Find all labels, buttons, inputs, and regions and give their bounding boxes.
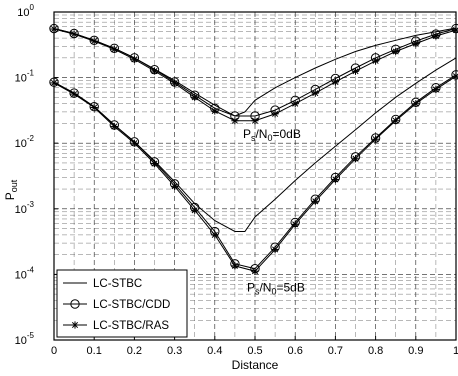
ras-marker	[231, 262, 239, 270]
ras-marker	[432, 32, 440, 40]
ras-marker	[171, 79, 179, 87]
ras-marker	[291, 220, 299, 228]
legend-entry: LC-STBC/CDD	[63, 299, 170, 311]
ras-marker	[130, 55, 138, 63]
x-tick-label: 0.1	[87, 345, 102, 357]
annotations: Ps/N0=0dB Ps/N0=5dB	[243, 127, 305, 296]
y-tick-label: 10-5	[15, 331, 35, 347]
x-tick-label: 0	[51, 345, 57, 357]
ras-marker	[150, 159, 159, 168]
y-axis-label: Pout	[3, 179, 19, 200]
ras-marker	[331, 78, 339, 86]
series-line	[53, 28, 457, 117]
ras-marker	[90, 37, 98, 45]
cdd-marker	[70, 299, 80, 309]
ras-marker	[412, 39, 420, 48]
series-ras-5dB	[50, 72, 458, 275]
y-tick-label: 10-4	[15, 265, 35, 281]
ras-marker	[432, 85, 440, 94]
legend-label: LC-STBC/CDD	[93, 299, 170, 311]
ras-marker	[251, 117, 259, 125]
x-axis-label: Distance	[232, 358, 279, 372]
ras-marker	[311, 89, 319, 97]
series-layer	[49, 23, 458, 275]
ras-marker	[211, 231, 219, 239]
ras-marker	[150, 67, 159, 75]
ras-marker	[110, 122, 118, 131]
ras-marker	[392, 47, 400, 56]
snr-annotation-0dB: Ps/N0=0dB	[243, 127, 301, 143]
y-tick-label: 100	[17, 3, 34, 19]
ras-marker	[90, 103, 98, 112]
ras-marker	[331, 175, 339, 184]
legend-entry: LC-STBC	[63, 278, 142, 290]
legend: LC-STBC LC-STBC/CDD LC-STBC/RAS	[56, 269, 188, 338]
ras-marker	[291, 100, 299, 108]
ras-marker	[311, 197, 319, 205]
ras-marker	[351, 67, 360, 75]
series-cdd-0dB	[49, 23, 458, 121]
legend-label: LC-STBC	[93, 278, 142, 290]
tick-labels: 0 0.1 0.2 0.3 0.4 0.5 0.6 0.7 0.8 0.9 1 10-5 10-4 10-…	[15, 3, 458, 357]
ras-marker	[71, 321, 79, 329]
x-tick-label: 0.3	[167, 345, 182, 357]
snr-annotation-5dB: Ps/N0=5dB	[247, 280, 305, 296]
ras-marker	[271, 110, 279, 118]
x-tick-label: 1	[453, 345, 458, 357]
y-tick-label: 10-1	[15, 69, 35, 85]
ras-marker	[392, 117, 400, 125]
ras-marker	[251, 267, 259, 275]
x-tick-label: 0.9	[408, 345, 423, 357]
ras-marker	[191, 93, 199, 101]
x-tick-label: 0.6	[288, 345, 303, 357]
x-tick-label: 0.8	[368, 345, 383, 357]
ras-marker	[70, 30, 78, 38]
legend-label: LC-STBC/RAS	[93, 320, 169, 332]
ras-marker	[191, 206, 199, 214]
ras-marker	[372, 135, 380, 143]
ras-marker	[130, 139, 138, 147]
legend-entry: LC-STBC/RAS	[63, 320, 169, 332]
x-tick-label: 0.2	[127, 345, 142, 357]
ras-marker	[372, 57, 380, 65]
x-tick-label: 0.5	[247, 345, 262, 357]
ras-marker	[110, 45, 118, 53]
x-tick-label: 0.7	[328, 345, 343, 357]
ras-marker	[271, 245, 279, 254]
series-line	[53, 28, 457, 122]
ras-marker	[211, 107, 219, 115]
y-axis-label-subscript: out	[9, 179, 19, 192]
ras-marker	[70, 90, 78, 98]
ras-marker	[171, 182, 179, 190]
ras-marker	[231, 117, 239, 125]
ras-marker	[412, 100, 420, 108]
y-tick-label: 10-3	[15, 200, 35, 216]
y-tick-label: 10-2	[15, 134, 35, 150]
ras-marker	[351, 155, 360, 163]
x-tick-label: 0.4	[207, 345, 222, 357]
